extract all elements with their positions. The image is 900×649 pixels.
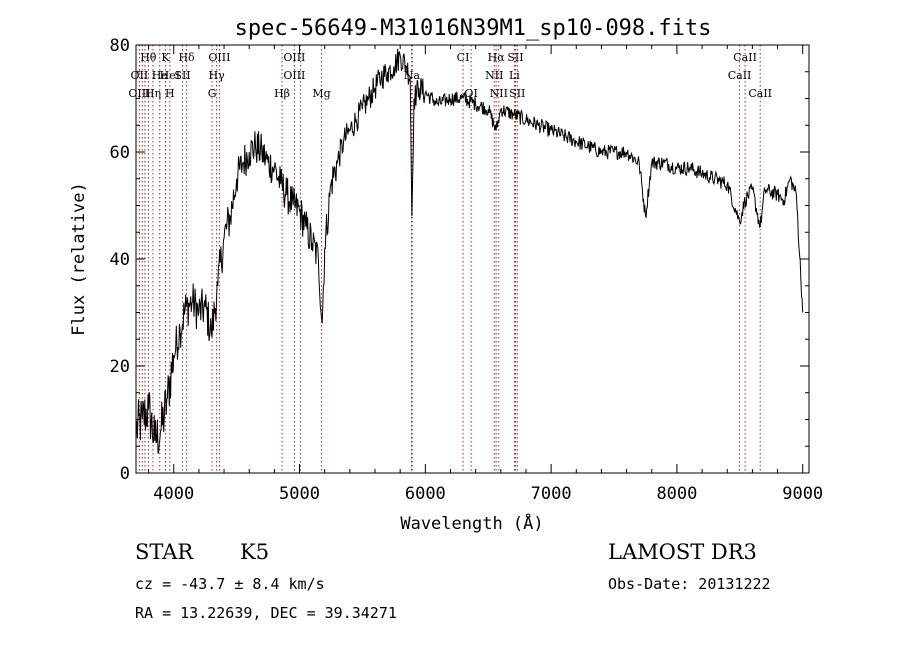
line-label: H bbox=[165, 87, 175, 100]
line-label: Hδ bbox=[178, 51, 195, 64]
coordinates: RA = 13.22639, DEC = 39.34271 bbox=[135, 604, 397, 622]
x-tick-label: 7000 bbox=[531, 484, 572, 504]
chart-title: spec-56649-M31016N39M1_sp10-098.fits bbox=[235, 16, 712, 41]
x-tick-label: 9000 bbox=[782, 484, 823, 504]
x-axis-label: Wavelength (Å) bbox=[400, 512, 543, 534]
line-label: CaII bbox=[728, 69, 752, 82]
line-label: Mg bbox=[312, 87, 330, 100]
line-label: NII bbox=[490, 87, 508, 100]
spectrum-line bbox=[135, 48, 804, 454]
line-label: He bbox=[152, 69, 168, 82]
redshift-value: cz = -43.7 ± 8.4 km/s bbox=[135, 575, 325, 593]
line-label: CaII bbox=[748, 87, 772, 100]
y-tick-label: 60 bbox=[110, 143, 130, 163]
line-label: OII bbox=[131, 69, 149, 82]
line-label: Hγ bbox=[209, 69, 226, 82]
y-tick-label: 80 bbox=[110, 36, 130, 56]
y-axis-label: Flux (relative) bbox=[69, 182, 89, 336]
line-label: Na bbox=[404, 69, 421, 82]
y-tick-label: 20 bbox=[110, 357, 130, 377]
line-label: Hη bbox=[145, 87, 161, 100]
line-label: Hα bbox=[488, 51, 506, 64]
y-axis: 0 20 40 60 80 bbox=[110, 36, 809, 484]
y-tick-label: 40 bbox=[110, 250, 130, 270]
line-label: Li bbox=[509, 69, 520, 82]
line-label: OIII bbox=[283, 69, 305, 82]
line-label: CaII bbox=[733, 51, 757, 64]
x-axis: 4000 5000 6000 7000 8000 9000 bbox=[148, 45, 823, 504]
line-label: OIII bbox=[208, 51, 230, 64]
line-markers bbox=[138, 45, 761, 473]
line-label: NII bbox=[485, 69, 503, 82]
line-label: OIII bbox=[128, 87, 150, 100]
line-label: Hθ bbox=[140, 51, 157, 64]
line-label: G bbox=[208, 87, 217, 100]
line-label: SII bbox=[174, 69, 190, 82]
line-label: OIII bbox=[283, 51, 305, 64]
line-label: HeI bbox=[160, 69, 180, 82]
line-label: OI bbox=[464, 87, 477, 100]
survey-name: LAMOST DR3 bbox=[608, 540, 757, 564]
line-labels: HθOIIOIIIHeHηKHeIHHδSIIOIIIHγGOIIIOIIIHβ… bbox=[128, 51, 772, 100]
x-tick-label: 5000 bbox=[279, 484, 320, 504]
object-class: STAR bbox=[135, 540, 194, 564]
line-label: SII bbox=[509, 87, 525, 100]
observation-date: Obs-Date: 20131222 bbox=[608, 575, 771, 593]
y-tick-label: 0 bbox=[120, 464, 130, 484]
line-label: K bbox=[161, 51, 170, 64]
plot-frame bbox=[135, 44, 810, 474]
object-subclass: K5 bbox=[240, 540, 270, 564]
line-label: SII bbox=[507, 51, 523, 64]
x-tick-label: 8000 bbox=[656, 484, 697, 504]
line-label: Hβ bbox=[274, 87, 290, 100]
x-tick-label: 4000 bbox=[153, 484, 194, 504]
line-label: CI bbox=[457, 51, 470, 64]
x-tick-label: 6000 bbox=[405, 484, 446, 504]
